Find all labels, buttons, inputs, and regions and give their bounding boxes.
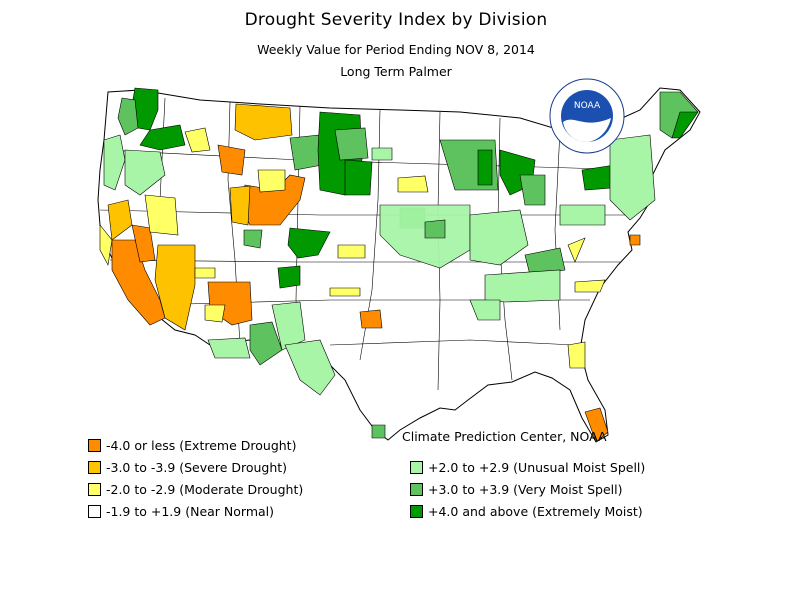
wi-extreme-moist	[477, 149, 493, 186]
legend-swatch	[88, 438, 101, 452]
id-moderate	[184, 127, 211, 153]
legend-item-extreme-drought: -4.0 or less (Extreme Drought)	[88, 437, 296, 453]
legend-label: +4.0 and above (Extremely Moist)	[428, 503, 643, 519]
md-extreme	[629, 234, 641, 246]
legend-label: +3.0 to +3.9 (Very Moist Spell)	[428, 481, 623, 497]
nd-very-moist	[289, 134, 323, 171]
ms-moist	[469, 299, 501, 321]
legend-label: -3.0 to -3.9 (Severe Drought)	[106, 459, 288, 475]
index-name: Long Term Palmer	[340, 64, 452, 79]
ut-moist	[243, 229, 263, 249]
legend-label: -2.0 to -2.9 (Moderate Drought)	[106, 481, 304, 497]
legend-item-near-normal: -1.9 to +1.9 (Near Normal)	[88, 503, 274, 519]
credit-text: Climate Prediction Center, NOAA	[402, 429, 607, 444]
legend-item-moderate-drought: -2.0 to -2.9 (Moderate Drought)	[88, 481, 303, 497]
il-in-moist	[469, 209, 529, 266]
wy-moderate	[257, 169, 286, 193]
ca-sierra-extreme	[131, 224, 156, 263]
legend-item-very-moist: +3.0 to +3.9 (Very Moist Spell)	[410, 481, 623, 497]
ca-moderate	[99, 224, 113, 266]
ne-moderate	[397, 175, 429, 193]
legend-label: -1.9 to +1.9 (Near Normal)	[106, 503, 275, 519]
legend-label: -4.0 or less (Extreme Drought)	[106, 437, 297, 453]
ia-very-moist	[424, 219, 446, 239]
nv-north-moderate	[144, 194, 179, 236]
pa-moist	[559, 204, 606, 226]
us-outline	[97, 87, 701, 443]
mn-moist	[371, 147, 393, 161]
legend-label: +2.0 to +2.9 (Unusual Moist Spell)	[428, 459, 646, 475]
wy-severe	[229, 185, 251, 226]
wv-moderate	[567, 237, 586, 263]
ok-moderate	[329, 287, 361, 297]
tn-moist	[484, 269, 561, 303]
legend-swatch	[88, 504, 101, 518]
legend-swatch	[410, 460, 423, 474]
page-title: Drought Severity Index by Division	[244, 10, 548, 30]
ne-moist	[609, 134, 656, 221]
me-extreme-moist	[671, 111, 699, 139]
sd-extreme-moist	[344, 159, 373, 196]
legend-swatch	[410, 504, 423, 518]
legend-swatch	[88, 460, 101, 474]
tx-west-moist	[284, 339, 336, 396]
az-south-moist	[207, 337, 251, 359]
or-coast-moist	[103, 134, 126, 191]
nm-very-moist	[249, 321, 283, 366]
id-extreme	[217, 144, 246, 176]
legend-swatch	[410, 482, 423, 496]
fl-extreme	[584, 407, 609, 443]
wa-east-moist	[139, 124, 186, 151]
ky-very-moist	[524, 247, 566, 276]
nm-moist	[271, 301, 306, 351]
nc-moderate	[574, 279, 606, 293]
ok-extreme	[359, 309, 383, 329]
ks-moderate	[337, 244, 366, 259]
co-south-moist	[277, 265, 301, 289]
tx-coast-moist	[371, 424, 386, 439]
nv-south-severe	[154, 244, 196, 331]
co-extreme-moist	[287, 227, 331, 259]
or-north-moist	[124, 149, 166, 196]
ga-moderate	[567, 341, 586, 369]
az-moderate	[204, 304, 226, 323]
mt-severe	[234, 103, 293, 141]
legend-item-severe-drought: -3.0 to -3.9 (Severe Drought)	[88, 459, 287, 475]
sd-very-moist	[334, 127, 369, 161]
wa-very-moist	[117, 97, 139, 136]
legend-item-extremely-moist: +4.0 and above (Extremely Moist)	[410, 503, 643, 519]
legend-swatch	[88, 482, 101, 496]
period-subtitle: Weekly Value for Period Ending NOV 8, 20…	[257, 42, 535, 57]
legend-item-unusual-moist: +2.0 to +2.9 (Unusual Moist Spell)	[410, 459, 645, 475]
mi-moist	[519, 174, 546, 206]
nv-moderate	[194, 267, 216, 279]
noaa-logo: NOAA	[549, 78, 625, 154]
svg-text:NOAA: NOAA	[574, 101, 601, 111]
